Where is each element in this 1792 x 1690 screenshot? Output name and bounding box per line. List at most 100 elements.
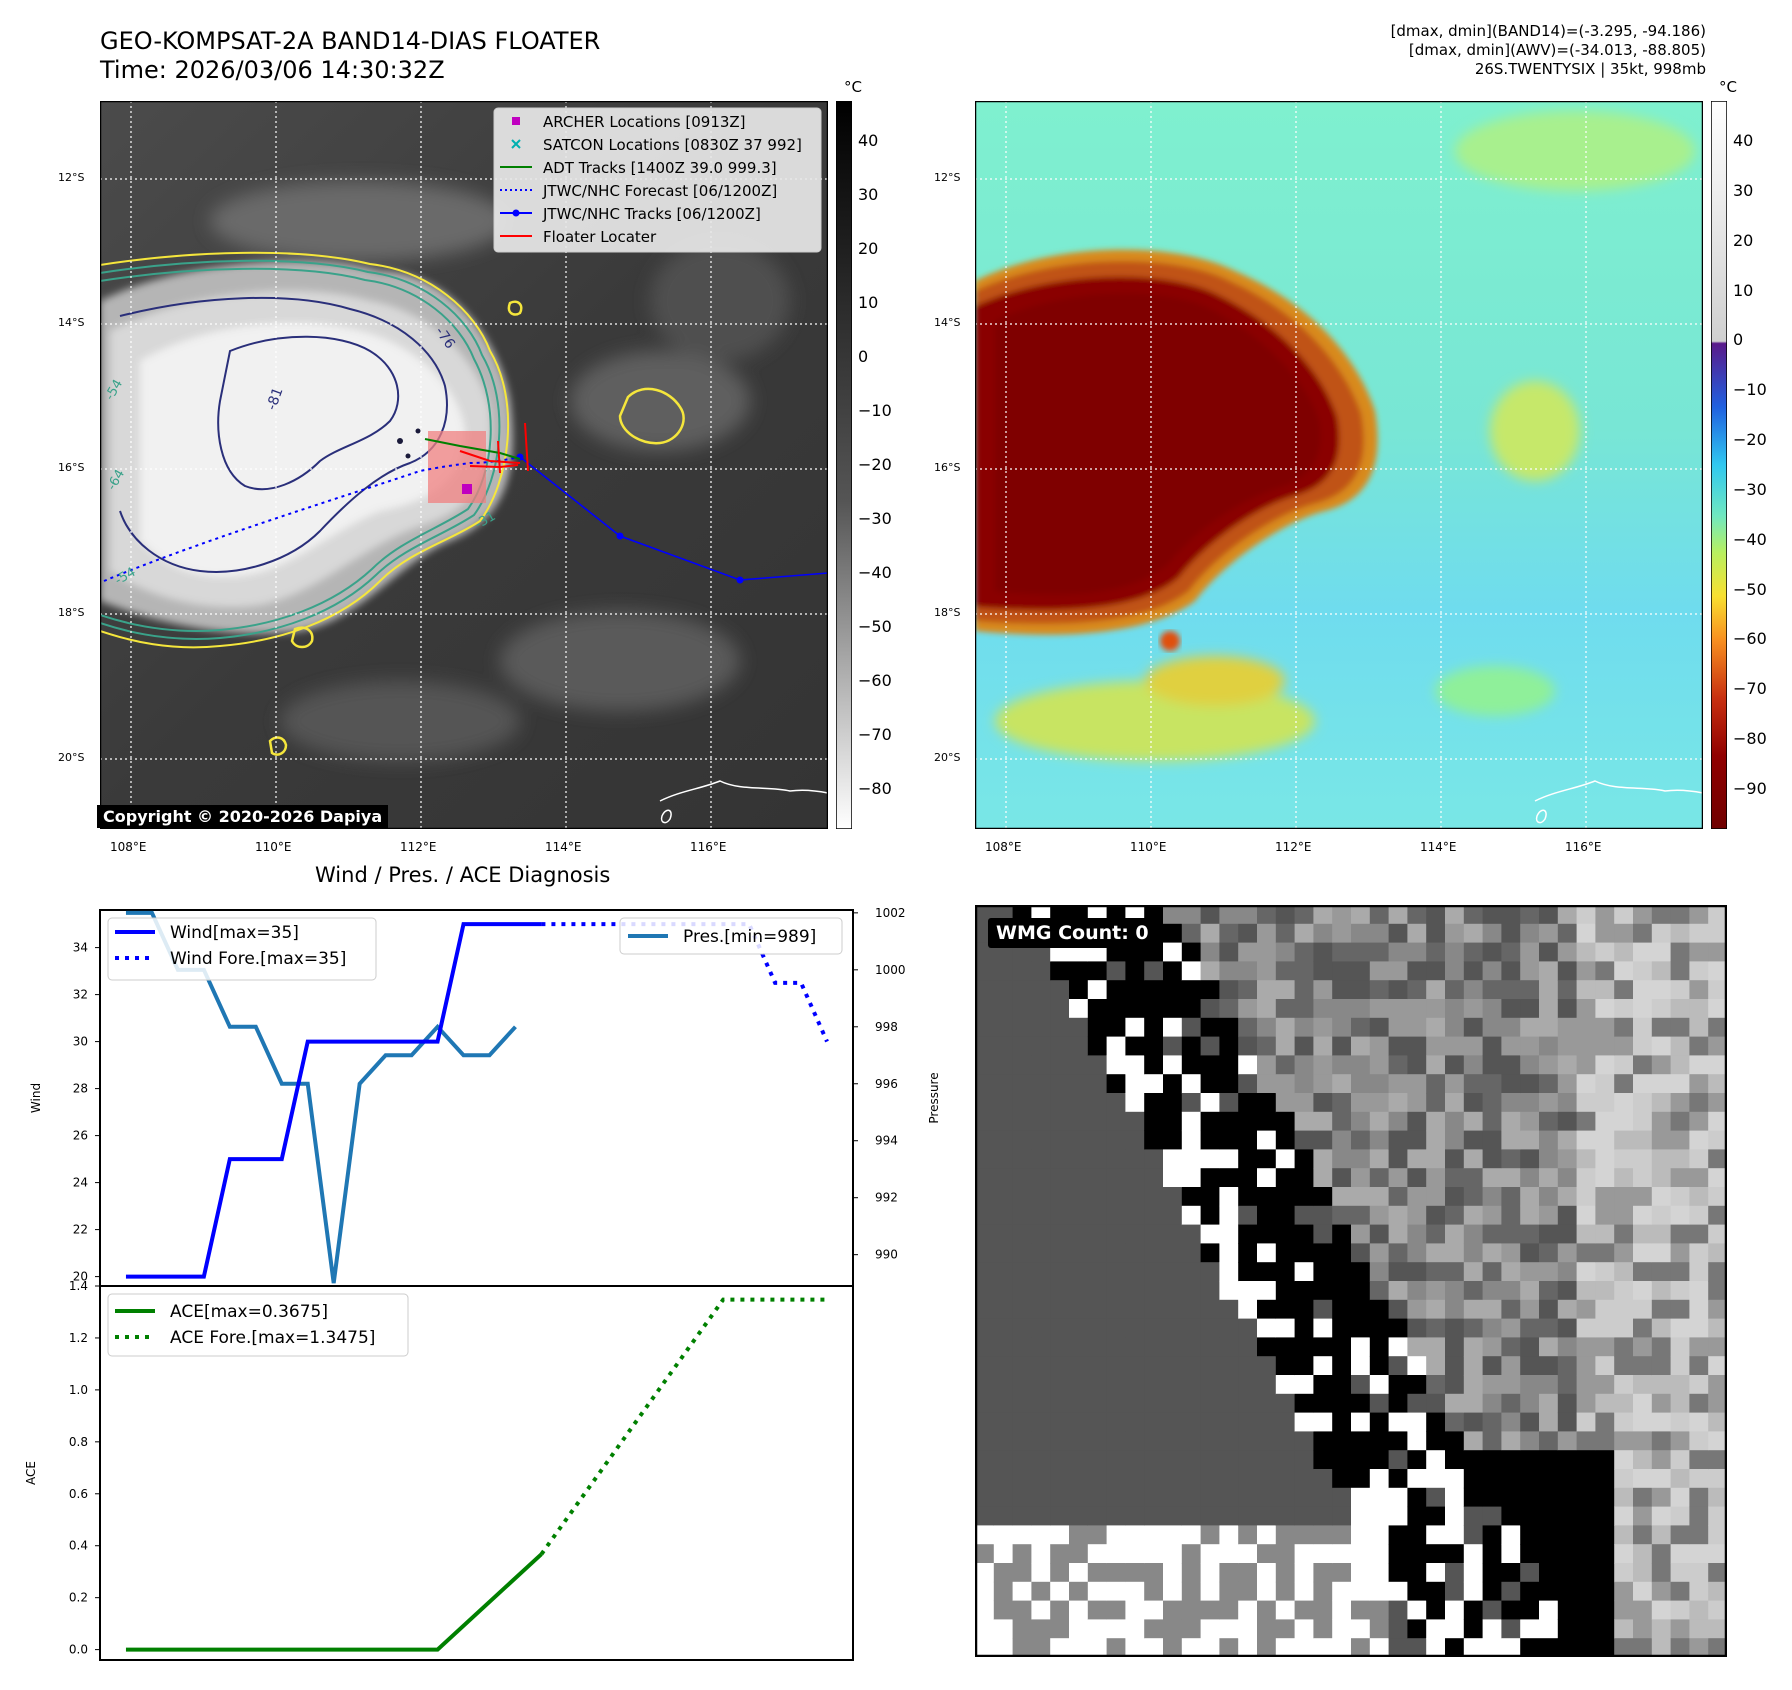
wmg-pixel: [1125, 1300, 1144, 1319]
wmg-pixel: [1163, 1525, 1182, 1544]
wmg-pixel: [1407, 980, 1426, 999]
wmg-pixel: [1708, 1262, 1727, 1281]
wmg-pixel: [1389, 1488, 1408, 1507]
wmg-pixel: [1050, 1582, 1069, 1601]
wmg-pixel: [1614, 1319, 1633, 1338]
wmg-pixel: [1407, 1018, 1426, 1037]
wmg-pixel: [1483, 1507, 1502, 1526]
wmg-pixel: [1351, 1563, 1370, 1582]
wmg-pixel: [1708, 1638, 1727, 1657]
wmg-pixel: [1219, 1131, 1238, 1150]
wmg-pixel: [1031, 1563, 1050, 1582]
wmg-pixel: [1407, 1619, 1426, 1638]
wmg-pixel: [1708, 905, 1727, 924]
wmg-pixel: [1445, 1525, 1464, 1544]
wmg-pixel: [1407, 1225, 1426, 1244]
wmg-pixel: [1107, 1582, 1126, 1601]
wmg-pixel: [1257, 943, 1276, 962]
wmg-pixel: [1276, 1450, 1295, 1469]
wmg-pixel: [1426, 1018, 1445, 1037]
wmg-pixel: [1238, 1300, 1257, 1319]
wmg-pixel: [1144, 1469, 1163, 1488]
wmg-pixel: [1389, 1093, 1408, 1112]
wmg-pixel: [1182, 1319, 1201, 1338]
wmg-pixel: [1163, 1601, 1182, 1620]
wmg-pixel: [1069, 1601, 1088, 1620]
wmg-pixel: [1671, 1262, 1690, 1281]
wmg-pixel: [1144, 1525, 1163, 1544]
wmg-pixel: [1163, 980, 1182, 999]
wmg-pixel: [1445, 1206, 1464, 1225]
wmg-pixel: [1614, 1507, 1633, 1526]
wmg-pixel: [1370, 905, 1389, 924]
wmg-pixel: [1144, 1638, 1163, 1657]
wmg-pixel: [1013, 1394, 1032, 1413]
wmg-pixel: [1013, 999, 1032, 1018]
wmg-pixel: [1426, 1112, 1445, 1131]
wmg-pixel: [1614, 961, 1633, 980]
wmg-pixel: [1671, 1525, 1690, 1544]
wmg-pixel: [1276, 1187, 1295, 1206]
wmg-pixel: [1539, 1507, 1558, 1526]
wmg-pixel: [1501, 1356, 1520, 1375]
wmg-pixel: [1501, 1187, 1520, 1206]
wmg-pixel: [1125, 1563, 1144, 1582]
wmg-pixel: [1558, 1544, 1577, 1563]
wmg-pixel: [1276, 1319, 1295, 1338]
wmg-pixel: [1257, 1225, 1276, 1244]
wmg-pixel: [1577, 1488, 1596, 1507]
wmg-pixel: [1031, 1375, 1050, 1394]
wmg-pixel: [1445, 1093, 1464, 1112]
wmg-pixel: [1295, 1037, 1314, 1056]
wmg-pixel: [1370, 1544, 1389, 1563]
wmg-pixel: [1689, 1375, 1708, 1394]
wmg-pixel: [1313, 1300, 1332, 1319]
wmg-pixel: [1238, 1262, 1257, 1281]
wmg-pixel: [1031, 1149, 1050, 1168]
wmg-pixel: [1031, 1488, 1050, 1507]
wmg-pixel: [1351, 1638, 1370, 1657]
wmg-pixel: [1013, 1093, 1032, 1112]
wmg-pixel: [1671, 1601, 1690, 1620]
wmg-pixel: [1107, 1375, 1126, 1394]
wmg-pixel: [1708, 1281, 1727, 1300]
wmg-pixel: [1107, 1149, 1126, 1168]
wmg-pixel: [1050, 1131, 1069, 1150]
ace-tick-label: 1.0: [69, 1383, 88, 1397]
wmg-pixel: [1633, 1525, 1652, 1544]
wmg-pixel: [1689, 1563, 1708, 1582]
wmg-pixel: [1332, 1601, 1351, 1620]
wmg-pixel: [1464, 1394, 1483, 1413]
wmg-pixel: [1276, 1394, 1295, 1413]
wmg-pixel: [1201, 1619, 1220, 1638]
wmg-pixel: [1520, 1544, 1539, 1563]
wmg-pixel: [1671, 1168, 1690, 1187]
wmg-pixel: [975, 1225, 994, 1244]
wmg-pixel: [994, 1601, 1013, 1620]
wmg-pixel: [1539, 905, 1558, 924]
lat-label: 12°S: [58, 171, 84, 184]
wmg-pixel: [975, 1394, 994, 1413]
wmg-pixel: [1614, 1563, 1633, 1582]
wmg-pixel: [1633, 1356, 1652, 1375]
wmg-pixel: [1595, 1149, 1614, 1168]
wmg-pixel: [1520, 1413, 1539, 1432]
wmg-pixel: [975, 1488, 994, 1507]
band14-map: -81 -76 -54 -64 -54 -31 ARCHER Locations…: [100, 101, 828, 829]
wmg-pixel: [1069, 1431, 1088, 1450]
wmg-pixel: [1163, 1544, 1182, 1563]
wmg-pixel: [1276, 1281, 1295, 1300]
wmg-pixel: [1577, 1168, 1596, 1187]
wmg-pixel: [1351, 1206, 1370, 1225]
wmg-pixel: [1182, 1375, 1201, 1394]
wmg-pixel: [1125, 1262, 1144, 1281]
wmg-pixel: [1069, 1281, 1088, 1300]
wmg-pixel: [1125, 1055, 1144, 1074]
wmg-pixel: [1577, 1131, 1596, 1150]
wmg-pixel: [1501, 905, 1520, 924]
wmg-pixel: [1652, 1356, 1671, 1375]
wmg-pixel: [1257, 1582, 1276, 1601]
wmg-pixel: [975, 1375, 994, 1394]
wmg-pixel: [1107, 1319, 1126, 1338]
wmg-pixel: [1257, 1431, 1276, 1450]
